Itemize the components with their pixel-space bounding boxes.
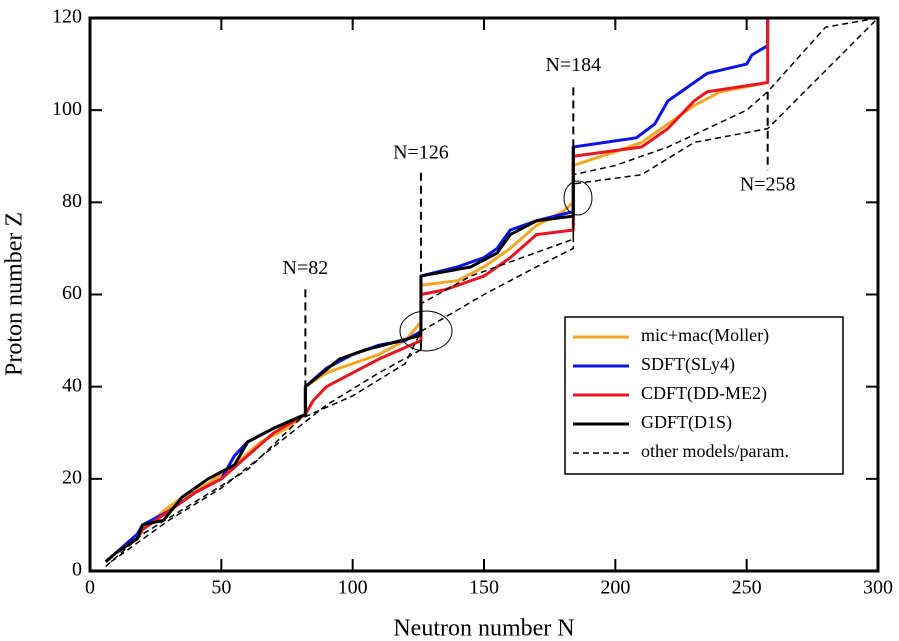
plot-frame [88,16,880,573]
y-tick-label: 80 [62,190,82,212]
x-tick-label: 0 [85,577,95,599]
y-tick-label: 20 [62,466,82,488]
annotation-label: N=258 [740,174,796,196]
y-tick-label: 60 [62,282,82,304]
x-tick-label: 200 [600,577,630,599]
y-tick-label: 40 [62,374,82,396]
y-tick-label: 100 [52,98,82,120]
y-tick-label: 120 [52,6,82,28]
legend-label: mic+mac(Moller) [641,325,769,346]
series-line [104,18,770,563]
x-tick-label: 250 [732,577,762,599]
x-axis-label: Neutron number N [393,616,574,641]
y-tick-label: 0 [72,559,82,581]
highlight-ellipse [399,310,453,352]
y-axis-label: Proton number Z [2,212,28,376]
legend-label: other models/param. [641,441,789,461]
annotation-label: N=184 [545,54,601,76]
annotation-label: N=82 [283,257,329,279]
highlight-ellipse [563,180,593,216]
legend-label: GDFT(D1S) [641,412,732,433]
x-tick-label: 50 [211,577,231,599]
series-line [105,17,879,567]
legend-label: SDFT(SLy4) [641,354,735,375]
x-tick-label: 150 [469,577,499,599]
x-tick-label: 100 [338,577,368,599]
plot-area: 0 50 100 150 200 250 300 0 20 40 60 80 100 120 N=82 N=1… [52,6,893,599]
legend-label: CDFT(DD-ME2) [641,383,767,404]
x-tick-label: 300 [863,577,893,599]
annotation-label: N=126 [393,142,449,164]
